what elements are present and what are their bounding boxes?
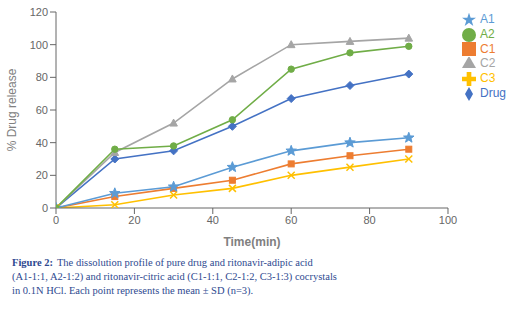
svg-text:60: 60 bbox=[285, 214, 297, 226]
html-text:A1: A1 bbox=[480, 12, 495, 26]
svg-text:100: 100 bbox=[30, 39, 48, 51]
svg-text:% Drug release: % Drug release bbox=[8, 68, 19, 151]
html-text:Figure 2: The dissolution prof: Figure 2: The dissolution profile of pur… bbox=[12, 257, 337, 296]
html-text:C2: C2 bbox=[480, 56, 496, 71]
svg-text:40: 40 bbox=[207, 214, 219, 226]
html-text:A2: A2 bbox=[480, 26, 495, 41]
svg-text:0: 0 bbox=[42, 202, 48, 214]
svg-text:20: 20 bbox=[36, 169, 48, 181]
html-text:C3: C3 bbox=[480, 71, 496, 86]
html-text:C1: C1 bbox=[480, 41, 496, 56]
svg-text:80: 80 bbox=[363, 214, 375, 226]
svg-text:60: 60 bbox=[36, 104, 48, 116]
svg-text:Time(min): Time(min) bbox=[223, 235, 280, 249]
svg-text:0: 0 bbox=[53, 214, 59, 226]
svg-text:40: 40 bbox=[36, 137, 48, 149]
html-text:Drug: Drug bbox=[480, 86, 506, 101]
svg-text:100: 100 bbox=[439, 214, 457, 226]
svg-text:80: 80 bbox=[36, 71, 48, 83]
svg-text:120: 120 bbox=[30, 6, 48, 18]
svg-text:20: 20 bbox=[128, 214, 140, 226]
